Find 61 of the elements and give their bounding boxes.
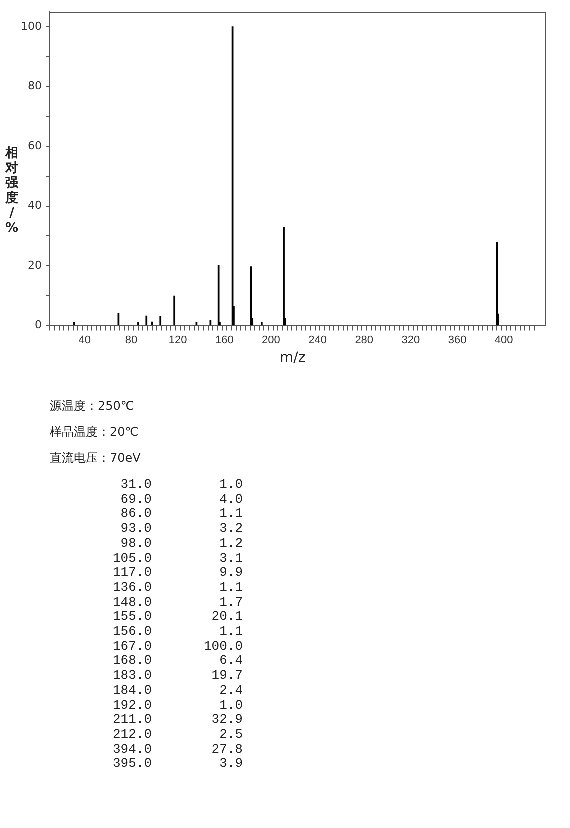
text: 31.0: [120, 477, 152, 493]
text: 167.0: [112, 638, 152, 654]
text: 源温度：250℃: [50, 398, 134, 415]
text: 27.8: [210, 742, 243, 758]
text: 1.1: [218, 624, 243, 640]
text: 1.7: [218, 594, 243, 610]
text: 183.0: [112, 668, 152, 684]
text: 184.0: [112, 682, 152, 699]
text: 211.0: [112, 712, 152, 728]
text: 3.9: [218, 756, 243, 772]
text: 105.0: [112, 550, 152, 566]
text: 直流电压：70eV: [50, 450, 141, 467]
x-tick-label: 280: [355, 334, 374, 346]
text: 1.1: [218, 580, 243, 596]
y-tick-label: 100: [21, 20, 42, 33]
text: 6.4: [218, 653, 243, 670]
y-axis-title: 相对强度/%: [4, 146, 20, 236]
text: 3.1: [218, 550, 243, 566]
text: 148.0: [112, 594, 152, 610]
x-tick-label: 200: [262, 334, 280, 346]
text: 394.0: [112, 742, 152, 758]
x-tick-label: 360: [448, 334, 467, 346]
text: 395.0: [112, 756, 152, 772]
text: 192.0: [112, 698, 152, 714]
text: 117.0: [112, 565, 152, 581]
text: 136.0: [112, 580, 152, 596]
y-tick-label: 20: [28, 258, 42, 272]
y-tick-label: 0: [35, 318, 42, 332]
text: 4.0: [218, 492, 243, 508]
text: 93.0: [120, 521, 152, 537]
text: 20.1: [210, 609, 243, 626]
x-tick-label: 40: [78, 334, 92, 346]
text: 86.0: [120, 506, 152, 522]
x-tick-label: 320: [402, 334, 420, 346]
x-axis-title: m/z: [280, 350, 306, 366]
x-tick-label: 240: [308, 334, 327, 346]
x-tick-label: 80: [125, 334, 138, 346]
text: 69.0: [120, 492, 152, 508]
text: 100.0: [202, 638, 243, 654]
text: 155.0: [112, 609, 152, 626]
x-tick-label: 120: [168, 334, 188, 346]
text: 212.0: [112, 726, 152, 743]
y-tick-label: 40: [28, 199, 42, 212]
text: 1.0: [218, 477, 243, 493]
text: 3.2: [218, 521, 243, 537]
text: 2.5: [218, 726, 243, 743]
text: 1.2: [218, 536, 243, 552]
text: 样品温度：20℃: [50, 424, 139, 441]
text: 168.0: [112, 653, 152, 670]
y-tick-label: 60: [28, 139, 42, 152]
text: 156.0: [112, 624, 152, 640]
y-tick-label: 80: [28, 80, 42, 93]
text: 9.9: [218, 565, 243, 581]
x-tick-label: 160: [215, 334, 234, 346]
text: 98.0: [120, 536, 152, 552]
text: 2.4: [218, 682, 243, 699]
x-tick-label: 400: [494, 334, 514, 346]
text: 32.9: [210, 712, 243, 728]
text: 1.0: [218, 698, 243, 714]
text: 19.7: [210, 668, 243, 684]
text: 1.1: [218, 506, 243, 522]
